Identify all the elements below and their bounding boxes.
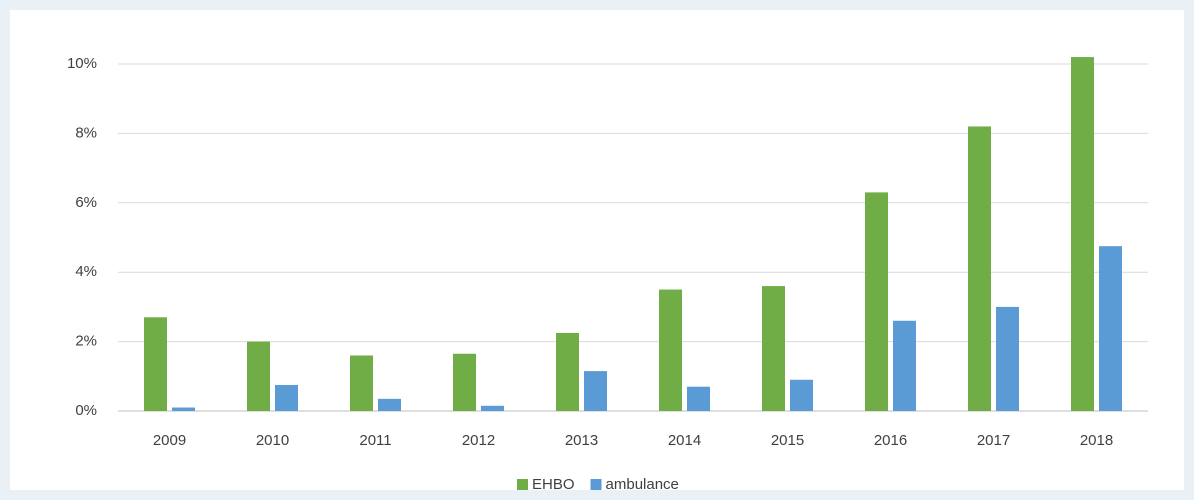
y-tick-label: 2% — [75, 333, 97, 350]
bar — [584, 371, 607, 411]
x-tick-label: 2018 — [1080, 432, 1113, 449]
bar — [1099, 246, 1122, 411]
bar — [556, 332, 579, 411]
bar — [865, 192, 888, 411]
x-tick-label: 2017 — [977, 432, 1010, 449]
legend-label: EHBO — [532, 476, 575, 493]
bar — [968, 126, 991, 412]
bar — [659, 289, 682, 411]
y-tick-label: 0% — [75, 402, 97, 419]
legend-label: ambulance — [606, 476, 679, 493]
x-tick-label: 2012 — [462, 432, 495, 449]
bar — [378, 398, 401, 411]
bar — [687, 386, 710, 411]
bar — [762, 286, 785, 411]
y-tick-label: 4% — [75, 263, 97, 280]
bar — [481, 405, 504, 411]
x-tick-label: 2014 — [668, 432, 701, 449]
bar — [247, 341, 270, 411]
plot-background — [10, 10, 1184, 490]
bar — [453, 353, 476, 411]
y-tick-label: 8% — [75, 124, 97, 141]
bar — [275, 384, 298, 411]
x-tick-label: 2009 — [153, 432, 186, 449]
x-tick-label: 2016 — [874, 432, 907, 449]
bar — [1071, 57, 1094, 412]
bar — [996, 306, 1019, 411]
bar — [172, 407, 195, 411]
bar — [350, 355, 373, 411]
y-tick-label: 10% — [67, 55, 97, 72]
bar — [144, 317, 167, 411]
bar — [893, 320, 916, 411]
x-tick-label: 2010 — [256, 432, 289, 449]
bar — [790, 379, 813, 411]
legend-swatch — [517, 479, 528, 490]
x-tick-label: 2015 — [771, 432, 804, 449]
legend-swatch — [590, 479, 602, 490]
x-tick-label: 2013 — [565, 432, 598, 449]
x-tick-label: 2011 — [359, 432, 391, 449]
y-tick-label: 6% — [75, 194, 97, 211]
